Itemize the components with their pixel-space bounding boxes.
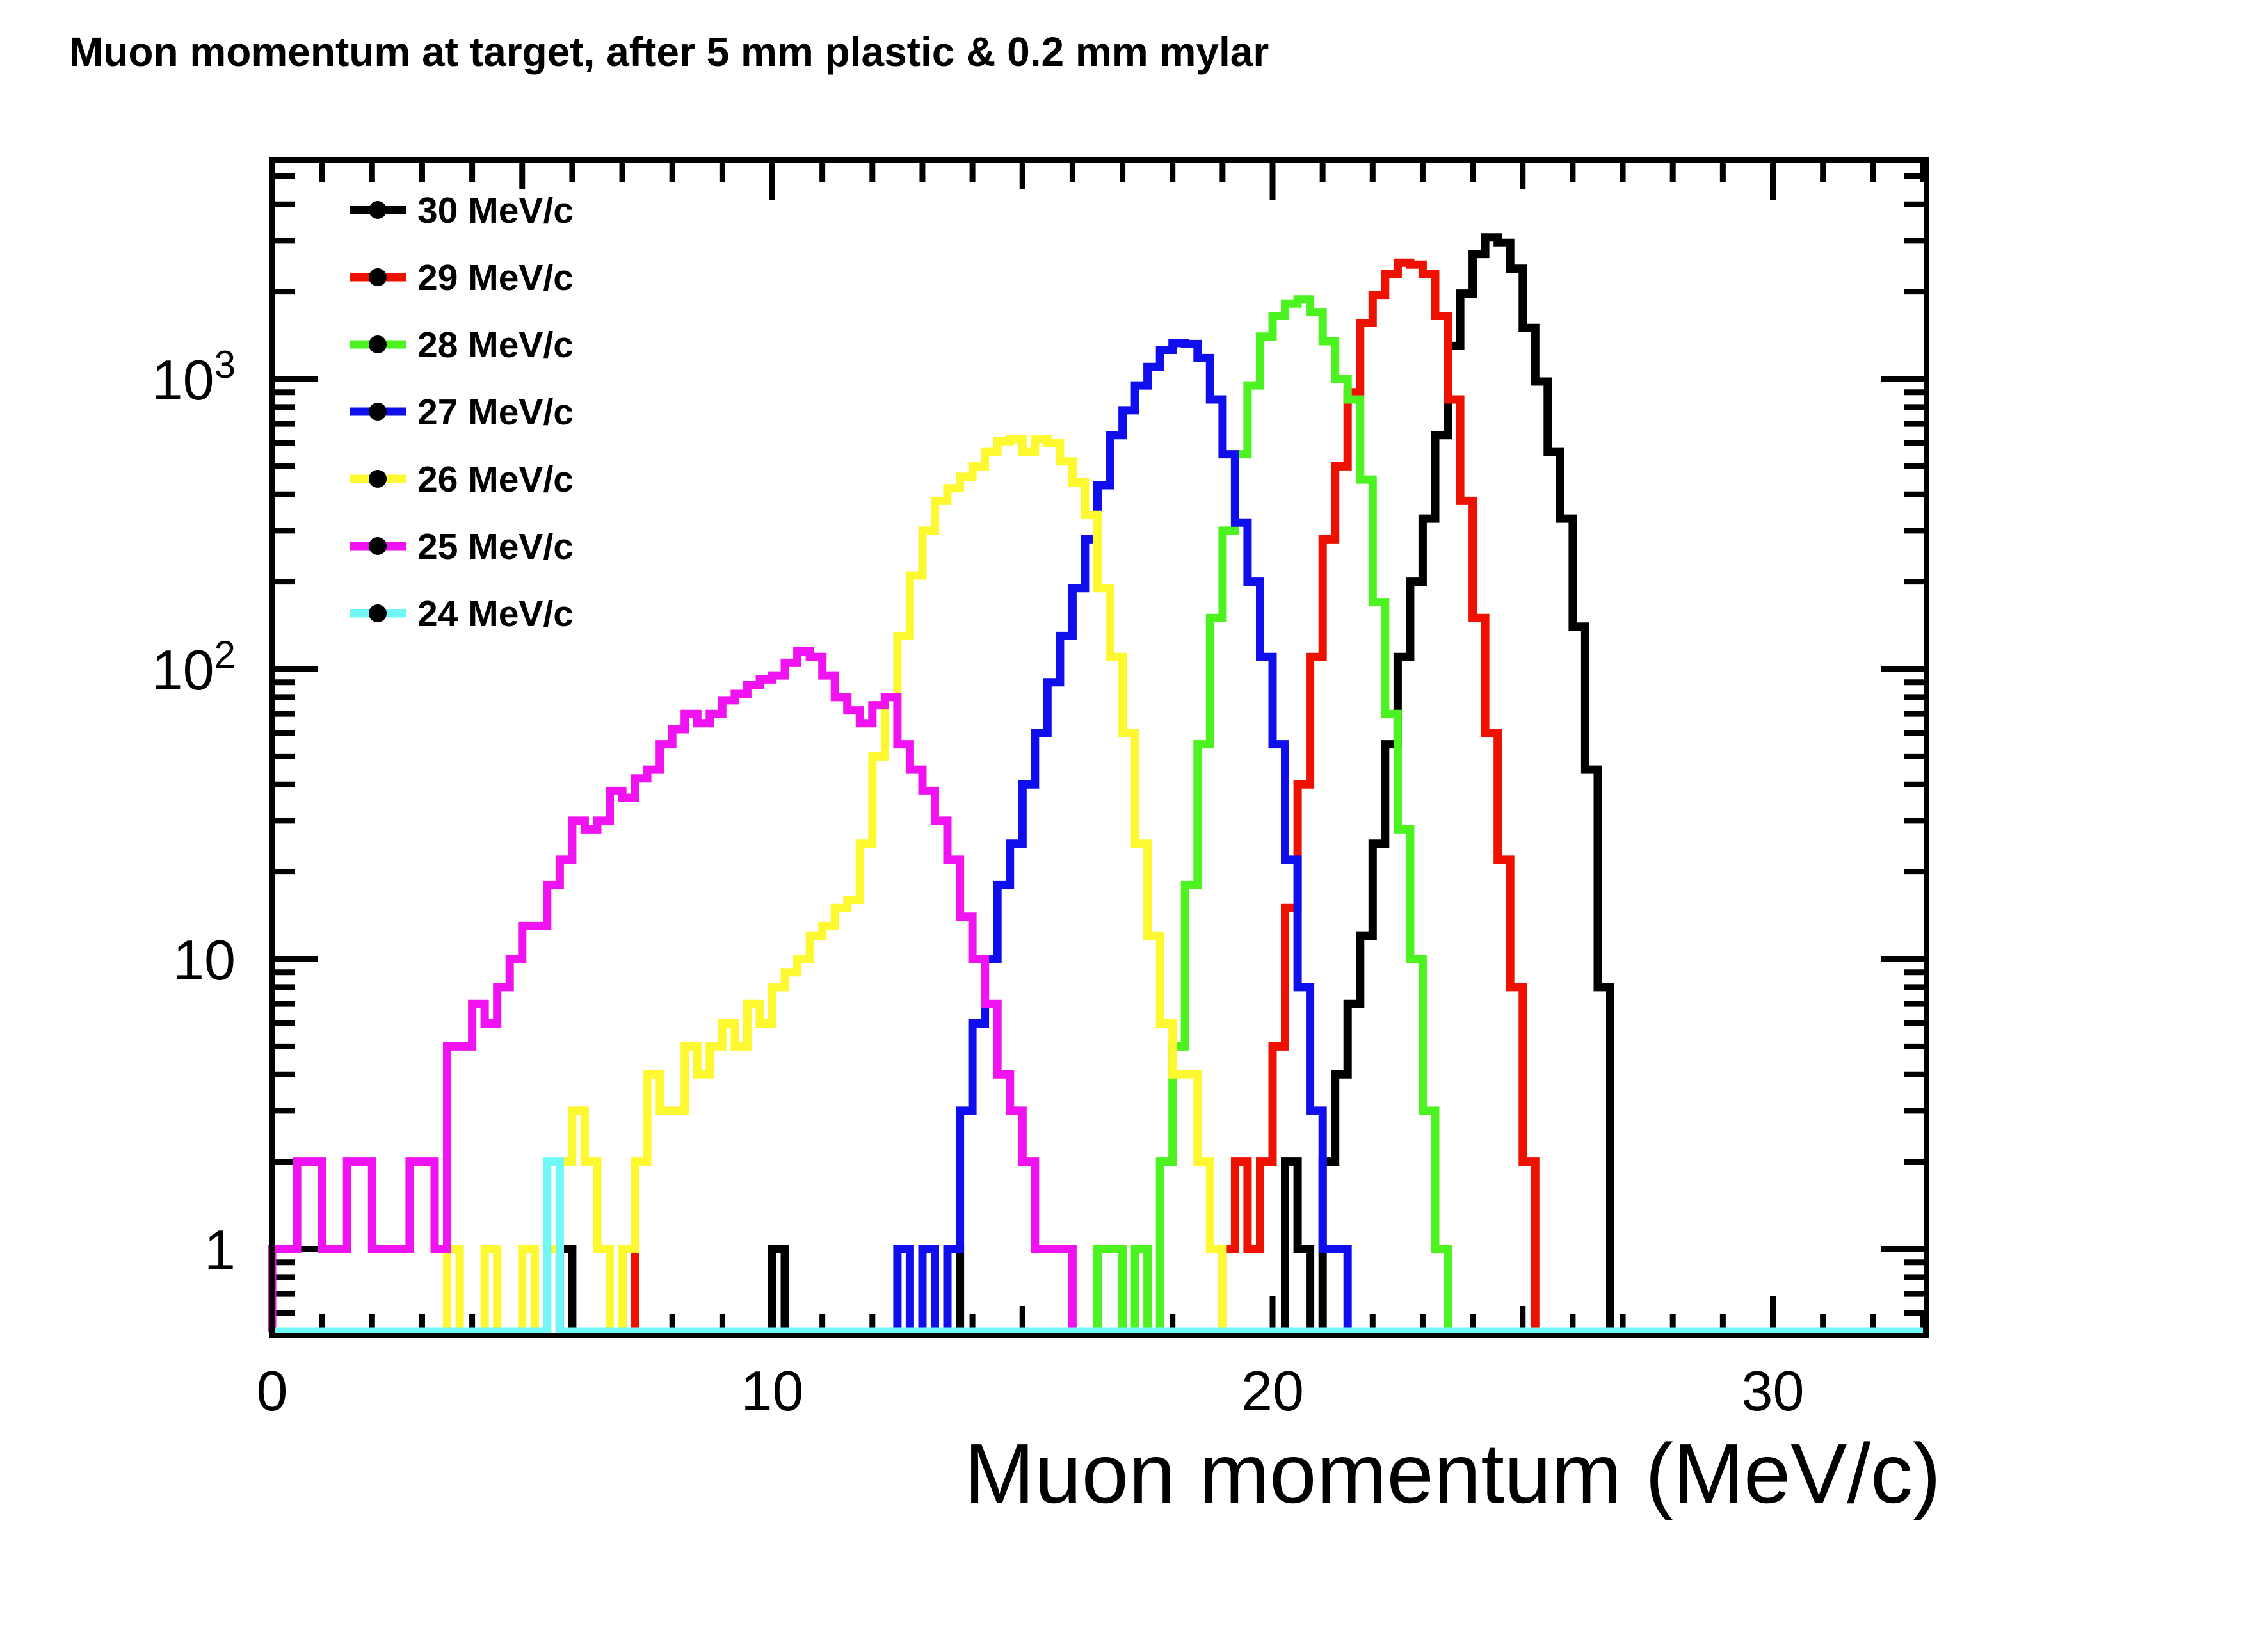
x-tick-label: 10 xyxy=(741,1359,804,1422)
x-axis-title: Muon momentum (MeV/c) xyxy=(964,1426,1941,1520)
legend-item-label: 27 MeV/c xyxy=(417,392,574,433)
legend-marker-dot xyxy=(369,470,387,488)
legend-item-label: 26 MeV/c xyxy=(417,459,574,500)
x-tick-label: 20 xyxy=(1241,1359,1304,1422)
y-tick-label: 103 xyxy=(152,343,236,412)
histogram-series-27-mev-c xyxy=(893,339,1352,1336)
legend-item-label: 30 MeV/c xyxy=(417,190,574,231)
plot-area: 0 10 20 30 1 10 102 103 30 MeV/c 29 MeV/c 28 MeV/c… xyxy=(152,157,1929,1422)
legend-marker-dot xyxy=(369,604,387,622)
histogram-series-26-mev-c xyxy=(443,435,1227,1336)
legend-marker-dot xyxy=(369,335,387,353)
chart-title: Muon momentum at target, after 5 mm plas… xyxy=(69,29,1269,75)
legend-marker-dot xyxy=(369,537,387,555)
x-tick-label: 0 xyxy=(257,1359,288,1422)
legend-marker-dot xyxy=(369,268,387,286)
y-tick-label: 102 xyxy=(152,633,236,702)
histogram-series-28-mev-c xyxy=(1093,295,1452,1336)
legend-item-label: 24 MeV/c xyxy=(417,593,574,634)
legend-item-label: 25 MeV/c xyxy=(417,526,574,567)
y-tick-label: 10 xyxy=(173,928,236,992)
histogram-series-25-mev-c xyxy=(268,647,1077,1332)
y-tick-label: 1 xyxy=(204,1218,236,1282)
legend-item-label: 29 MeV/c xyxy=(417,257,574,298)
legend-marker-dot xyxy=(369,403,387,421)
histogram-series-24-mev-c xyxy=(272,1157,1923,1336)
legend-item-label: 28 MeV/c xyxy=(417,325,574,366)
plot-frame xyxy=(269,157,1929,1338)
x-tick-label: 30 xyxy=(1742,1359,1805,1422)
legend-marker-dot xyxy=(369,201,387,219)
